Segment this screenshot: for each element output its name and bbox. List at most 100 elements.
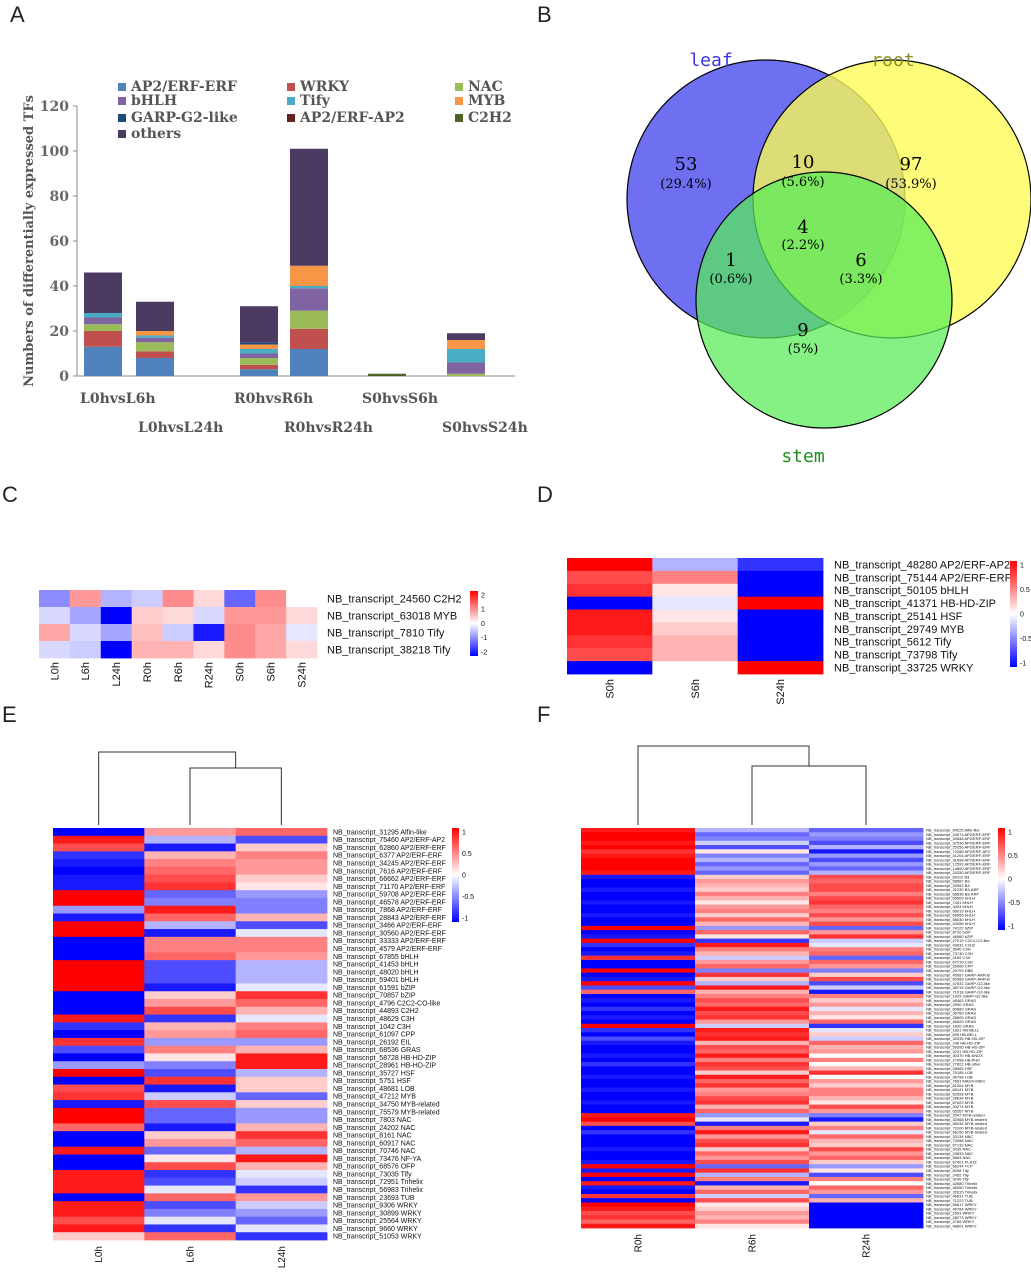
heatmap-cell [695,840,810,846]
heatmap-cell [809,955,924,961]
heatmap-cell [53,897,145,907]
venn-set-label-leaf: leaf [689,50,732,71]
heatmap-cell [581,1053,696,1059]
heatmap-cell [235,1232,328,1241]
heatmap-cell [809,1070,924,1076]
y-tick-label: 80 [50,189,70,205]
bar-segment [447,340,485,349]
heatmap-cell [581,857,696,863]
heatmap-cell [53,1068,145,1078]
row-label: NB_transcript_695 HB-BELL [926,1032,978,1037]
heatmap-cell [809,959,924,965]
heatmap-cell [695,1168,810,1174]
venn-region-all: 4 (2.2%) [781,217,824,253]
heatmap-cell [235,929,328,938]
row-label: NB_transcript_56983 Trihelix [333,1187,423,1194]
heatmap-cell [581,1202,696,1208]
heatmap-cell [809,1096,924,1101]
heatmap-cell [809,857,924,863]
heatmap-cell [567,609,653,623]
heatmap-cell [581,891,696,897]
heatmap-cell [144,1084,237,1093]
legend-label: AP2/ERF-ERF [130,79,237,95]
heatmap-cell [144,1138,237,1148]
color-scale-tick: 0.5 [1008,853,1018,860]
heatmap-cell [144,944,237,953]
bar-segment [136,331,174,336]
heatmap-cell [235,960,328,969]
color-scale-bar [452,828,459,922]
heatmap-cell [695,1108,810,1114]
legend-label: WRKY [299,79,350,95]
heatmap-cell [809,993,924,999]
heatmap-cell [53,960,145,969]
legend-label: MYB [468,93,505,109]
panel-label-a: A [10,2,25,27]
heatmap-cell [235,1053,328,1062]
heatmap-cell [581,913,696,918]
color-scale-tick: 0 [1020,611,1024,618]
heatmap-cell [809,1206,924,1212]
heatmap-cell [695,862,810,867]
heatmap-cell [695,883,810,888]
heatmap-cell [235,1216,328,1225]
legend-label: C2H2 [468,110,512,126]
row-label: NB_transcript_4796 C2C2-CO-like [333,1000,440,1007]
heatmap-cell [144,1030,237,1039]
row-label: NB_transcript_46631 TUB [926,1194,973,1199]
heatmap-cell [235,1006,328,1015]
row-label: NB_transcript_65609 bHLH [926,896,975,901]
column-label: L24h [111,662,123,686]
heatmap-cell [144,882,237,891]
color-scale-bar [470,591,478,656]
heatmap-cell [652,661,739,675]
heatmap-cell [581,1091,696,1097]
heatmap-cell [144,1185,237,1194]
heatmap-cell [809,1023,924,1029]
heatmap-cell [144,905,237,914]
row-label: NB_transcript_68555 bHLH [926,913,975,918]
venn-percent: (5%) [788,342,819,357]
heatmap-cell [695,1202,810,1208]
row-label: NB_transcript_71018 GARP-G2-like [926,989,991,994]
heatmap-cell [695,845,810,850]
heatmap-cell [581,1083,696,1088]
heatmap-cell [144,874,237,883]
panel-label-b: B [537,2,552,27]
heatmap-cell [235,1138,328,1148]
heatmap-cell [737,558,824,572]
color-scale-tick: 0 [462,872,466,879]
heatmap-cell [695,1142,810,1148]
heatmap-cell [53,1100,145,1109]
color-scale-tick: 2 [481,592,485,599]
heatmap-cell [581,1079,696,1084]
heatmap-cell [567,648,653,662]
heatmap-cell [695,879,810,884]
heatmap-cell [581,832,696,837]
heatmap-cell [581,1130,696,1135]
legend-swatch [287,114,295,122]
row-label: NB_transcript_74122 bZIP [926,925,973,930]
heatmap-cell [695,1091,810,1097]
heatmap-cell [224,641,256,659]
heatmap-cell [652,583,739,598]
heatmap-cell [235,1170,328,1179]
heatmap-cell [695,1117,810,1123]
heatmap-cell [809,1019,924,1025]
heatmap-cell [581,1198,696,1203]
heatmap-cell [100,590,133,608]
row-label: NB_transcript_28843 AP2/ERF-ERF [333,915,446,922]
heatmap-cell [809,972,924,978]
heatmap-cell [235,999,328,1008]
row-label: NB_transcript_66617 WRKY [926,1202,977,1207]
row-label: NB_transcript_2590 GRAS [926,1002,974,1007]
heatmap-cell [144,967,237,977]
heatmap-cell [581,900,696,905]
row-label: NB_transcript_4765 WRKY [926,1219,975,1224]
heatmap-cell [286,607,318,625]
heatmap-cell [809,1215,924,1220]
heatmap-cell [235,859,328,868]
heatmap-cell [224,607,256,625]
bar-segment [84,346,122,376]
heatmap-cell [809,845,924,850]
